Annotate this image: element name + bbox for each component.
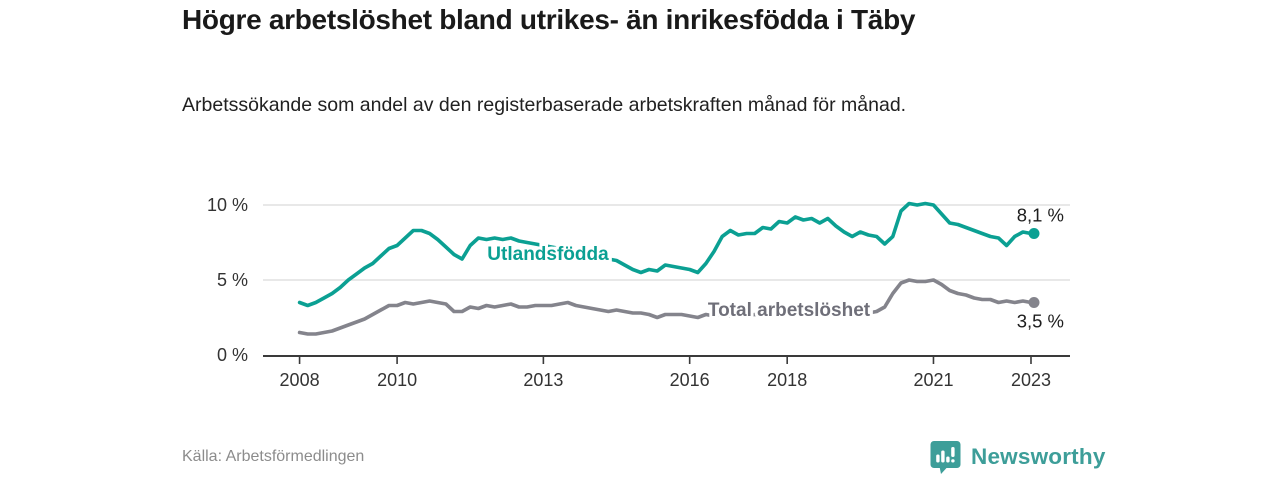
y-axis-tick-label: 5 %	[217, 270, 248, 290]
newsworthy-logo: Newsworthy	[930, 438, 1106, 476]
x-axis-tick-label: 2021	[913, 370, 953, 390]
series-line-utlandsfodda	[297, 201, 1033, 308]
series-line-total-arbetsloshet	[297, 278, 1033, 336]
series-end-value-label: 8,1 %	[1017, 205, 1064, 226]
x-axis-tick-label: 2013	[523, 370, 563, 390]
y-axis-tick-label: 0 %	[217, 345, 248, 365]
series-label-total-arbetsloshet: Total arbetslöshet	[708, 300, 871, 321]
chart-subtitle: Arbetssökande som andel av den registerb…	[182, 94, 907, 116]
series-label-utlandsfodda: Utlandsfödda	[487, 244, 609, 265]
series-end-value-label: 3,5 %	[1017, 311, 1064, 332]
x-axis-tick-label: 2016	[670, 370, 710, 390]
x-axis-tick-label: 2008	[280, 370, 320, 390]
unemployment-line-chart: Utlandsfödda Total arbetslöshet 8,1 % 3,5 %…	[180, 188, 1090, 400]
page-title: Högre arbetslöshet bland utrikes- än inr…	[182, 4, 916, 35]
source-label: Källa: Arbetsförmedlingen	[182, 448, 365, 465]
y-axis-tick-label: 10 %	[207, 195, 248, 215]
series-end-dot	[1028, 297, 1040, 308]
line-chart-svg: Utlandsfödda Total arbetslöshet 8,1 % 3,5 %…	[207, 195, 1070, 390]
x-axis-tick-label: 2018	[767, 370, 807, 390]
x-axis-tick-label: 2010	[377, 370, 417, 390]
newsworthy-wordmark: Newsworthy	[971, 444, 1106, 469]
newsworthy-icon	[930, 440, 961, 475]
x-axis-tick-label: 2023	[1011, 370, 1051, 390]
series-end-dot	[1028, 228, 1040, 239]
